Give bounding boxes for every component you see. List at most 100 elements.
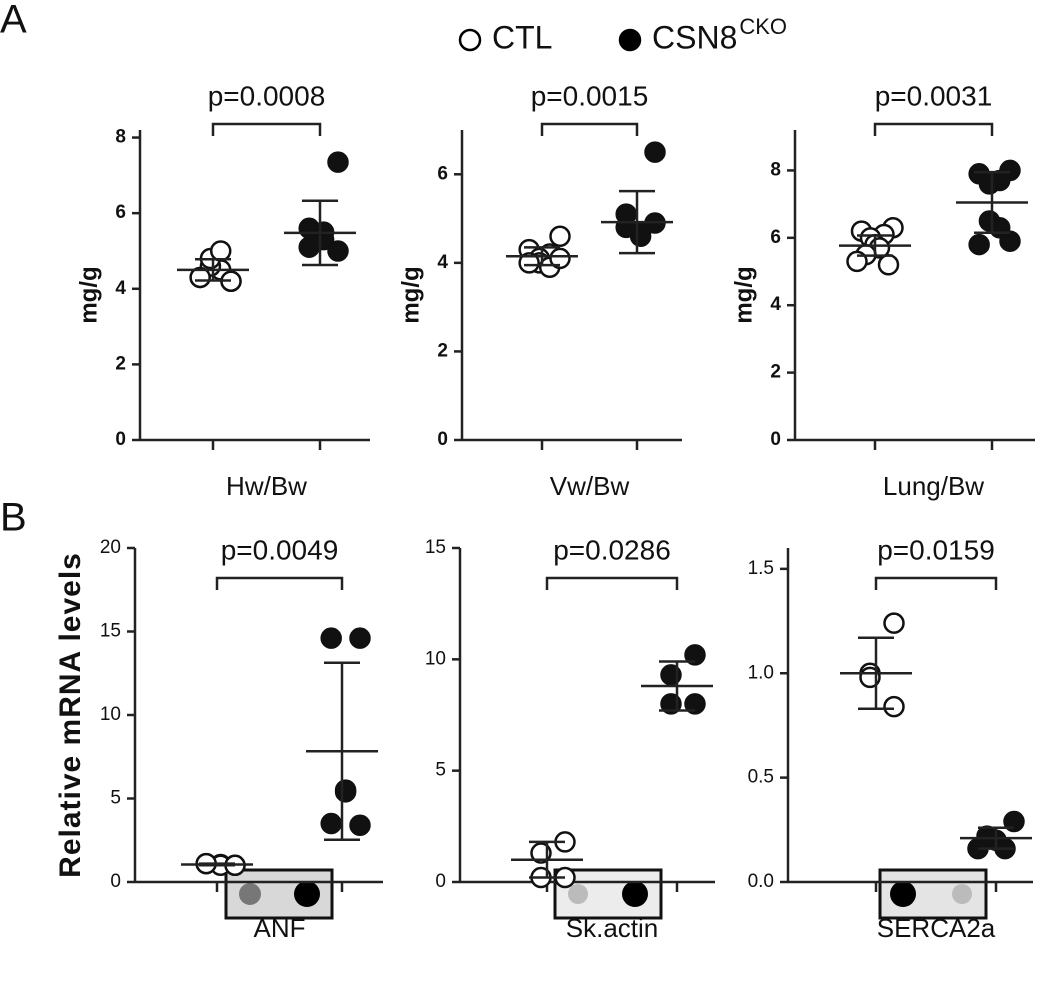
data-point <box>349 627 371 649</box>
x-axis-label: Lung/Bw <box>883 471 984 501</box>
bracket <box>545 576 679 590</box>
y-tick-label: 0.5 <box>748 767 774 788</box>
y-tick-label: 1.5 <box>748 558 774 579</box>
data-point <box>349 814 371 836</box>
data-point <box>615 216 637 239</box>
data-point <box>1003 810 1025 833</box>
annotation: p=0.0015 <box>531 80 649 111</box>
data-point <box>189 266 211 289</box>
y-axis-label: mg/g <box>75 266 102 323</box>
y-tick-label: 6 <box>115 202 126 223</box>
x-axis-label: SERCA2a <box>877 913 996 943</box>
y-tick-label: 4 <box>770 294 781 315</box>
data-point <box>327 240 349 262</box>
data-point <box>320 627 342 649</box>
y-tick-label: 20 <box>100 537 121 558</box>
y-tick-label: 5 <box>110 788 121 809</box>
error-bar <box>324 661 360 841</box>
y-tick-label: 0 <box>110 871 121 892</box>
y-tick-label: 15 <box>100 621 121 642</box>
y-axis-label: mg/g <box>730 266 757 323</box>
error-bar <box>524 246 560 267</box>
data-point <box>644 141 666 163</box>
data-point <box>684 693 706 715</box>
data-point <box>877 254 900 276</box>
blot-dot <box>239 883 261 905</box>
legend-label: CTL <box>492 19 552 55</box>
y-tick-label: 8 <box>770 159 781 180</box>
y-tick-label: 8 <box>115 127 126 148</box>
legend-marker <box>458 28 482 52</box>
error-bar <box>195 258 231 282</box>
y-tick-label: 15 <box>425 537 446 558</box>
y-axis-label: Relative mRNA levels <box>54 552 87 878</box>
error-bar <box>619 189 655 255</box>
error-bar <box>302 199 338 267</box>
data-point <box>883 612 905 634</box>
annotation: p=0.0286 <box>553 534 671 565</box>
y-tick-label: 0 <box>437 429 448 450</box>
y-tick-label: 4 <box>115 278 126 299</box>
y-tick-label: 2 <box>115 353 126 374</box>
bracket <box>215 576 344 590</box>
y-tick-label: 1.0 <box>748 662 774 683</box>
legend-superscript: CKO <box>739 14 787 39</box>
y-tick-label: 6 <box>770 227 781 248</box>
data-point <box>320 812 342 835</box>
bracket <box>873 122 994 136</box>
error-bar <box>529 840 565 879</box>
data-point <box>978 173 1001 195</box>
blot-dot <box>952 884 972 904</box>
bracket <box>211 122 322 136</box>
data-point <box>209 240 232 262</box>
error-bar <box>978 826 1014 850</box>
error-bar <box>858 636 894 710</box>
y-tick-label: 0 <box>115 429 126 450</box>
data-point <box>549 225 571 248</box>
y-tick-label: 2 <box>437 340 448 361</box>
bracket <box>874 576 998 590</box>
data-point <box>549 247 571 270</box>
legend-marker <box>618 28 642 52</box>
error-bar <box>199 862 235 867</box>
data-point <box>999 230 1021 252</box>
data-point <box>298 236 320 258</box>
data-point <box>518 252 540 274</box>
y-tick-label: 10 <box>425 648 446 669</box>
data-point <box>883 695 905 718</box>
blots <box>224 868 988 920</box>
bracket <box>540 122 639 136</box>
annotation: p=0.0031 <box>875 80 993 111</box>
error-bar <box>974 170 1010 235</box>
y-tick-label: 0.0 <box>748 871 774 892</box>
annotation: p=0.0049 <box>221 534 339 565</box>
y-axis-label: mg/g <box>397 266 424 323</box>
blot-dot <box>890 881 916 907</box>
blot-dot <box>294 881 320 907</box>
x-axis-label: Hw/Bw <box>226 471 307 501</box>
blot-dot <box>568 884 588 904</box>
data-point <box>968 233 990 256</box>
blot-dot <box>622 881 648 907</box>
y-tick-label: 5 <box>435 760 446 781</box>
panel-label: A <box>0 0 27 42</box>
x-axis-label: Sk.actin <box>566 913 659 943</box>
annotation: p=0.0159 <box>877 534 995 565</box>
x-axis-label: ANF <box>254 913 306 943</box>
error-bar <box>857 234 893 257</box>
legend-label: CSN8 <box>652 19 737 55</box>
y-tick-label: 0 <box>435 871 446 892</box>
data-point <box>327 151 349 173</box>
data-point <box>684 644 706 666</box>
y-tick-label: 0 <box>770 429 781 450</box>
panel-label: B <box>0 496 27 540</box>
x-axis-label: Vw/Bw <box>550 471 630 501</box>
annotation: p=0.0008 <box>208 80 326 111</box>
y-tick-label: 4 <box>437 252 448 273</box>
y-tick-label: 2 <box>770 362 781 383</box>
data-point <box>334 781 357 803</box>
y-tick-label: 6 <box>437 163 448 184</box>
y-tick-label: 10 <box>100 704 121 725</box>
